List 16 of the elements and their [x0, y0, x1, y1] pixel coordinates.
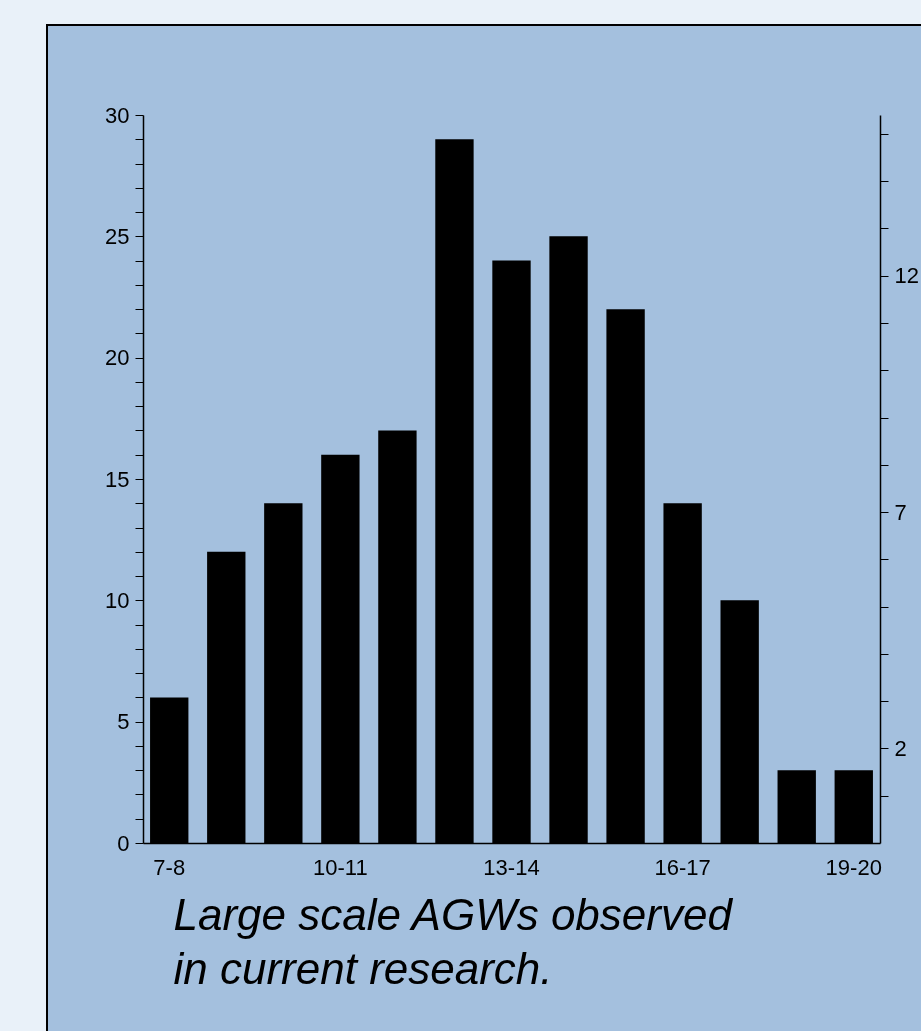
- y-tick-label: 5: [117, 709, 130, 735]
- x-tick-label: 13-14: [483, 854, 540, 880]
- y-tick-label: 30: [105, 102, 130, 128]
- x-tick-label: 10-11: [313, 854, 368, 880]
- y-tick-label: 25: [105, 223, 130, 249]
- x-tick-label: 7-8: [153, 854, 186, 880]
- y-tick-label: 0: [117, 830, 130, 856]
- x-tick-label: 19-20: [825, 854, 882, 880]
- y2-tick-label: 12: [894, 263, 919, 289]
- x-axis-title: Large scale AGWs observed in current research.: [173, 889, 734, 993]
- x-tick-label: 16-17: [654, 854, 711, 880]
- y-tick-label: 20: [105, 345, 130, 371]
- y2-tick-label: 2: [894, 735, 907, 761]
- y-tick-label: 15: [105, 466, 130, 492]
- y-tick-label: 10: [105, 587, 130, 613]
- y2-tick-label: 7: [894, 499, 907, 525]
